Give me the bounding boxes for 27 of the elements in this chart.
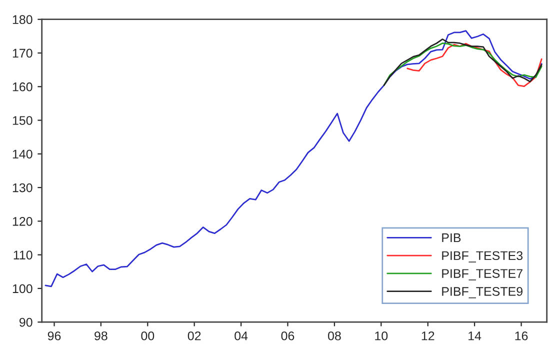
x-tick-label: 98	[94, 331, 108, 340]
x-tick-label: 04	[234, 331, 248, 340]
legend-label: PIBF_TESTE7	[442, 269, 522, 280]
y-tick-label: 150	[12, 116, 32, 125]
legend-label: PIB	[442, 233, 461, 242]
y-tick-label: 160	[12, 82, 32, 92]
line-series	[406, 42, 542, 87]
x-tick-label: 02	[188, 331, 201, 340]
y-tick-label: 180	[12, 15, 32, 24]
y-tick-label: 110	[14, 250, 32, 260]
y-tick-label: 100	[12, 284, 32, 294]
x-tick-label: 08	[328, 331, 341, 340]
y-tick-label: 90	[20, 318, 32, 327]
x-tick-label: 06	[281, 331, 294, 340]
legend-label: PIBF_TESTE9	[442, 287, 522, 298]
x-tick-label: 96	[48, 331, 61, 340]
y-tick-label: 130	[12, 183, 32, 192]
legend-label: PIBF_TESTE3	[442, 251, 523, 262]
y-tick-label: 170	[12, 48, 32, 58]
x-tick-label: 14	[468, 332, 482, 340]
x-tick-label: 16	[515, 331, 528, 340]
x-tick-label: 10	[375, 331, 388, 340]
line-series	[44, 30, 542, 288]
x-tick-label: 00	[141, 331, 154, 340]
x-tick-label: 12	[422, 331, 434, 340]
y-tick-label: 140	[12, 150, 32, 159]
y-tick-label: 120	[12, 216, 32, 226]
